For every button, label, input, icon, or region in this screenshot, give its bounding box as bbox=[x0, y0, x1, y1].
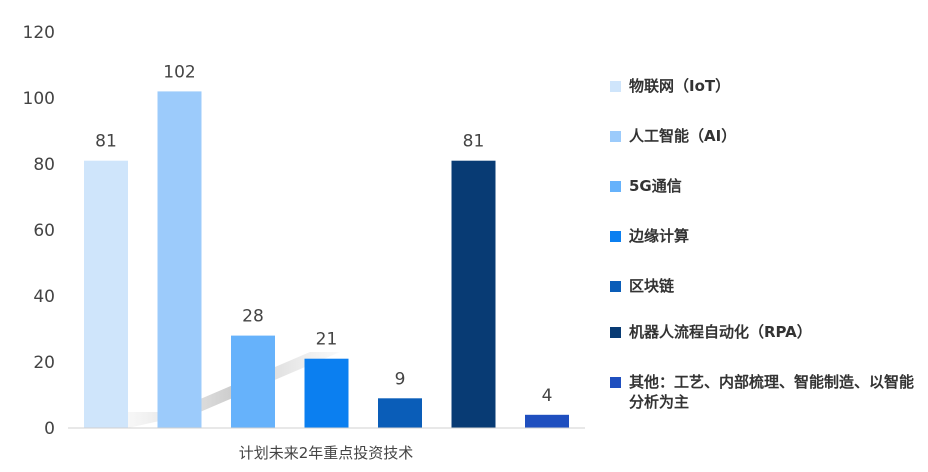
legend-item: 机器人流程自动化（RPA） bbox=[610, 322, 919, 342]
bar-chart: 0 20 40 60 80 100 120 81 102 28 21 9 81 4 计划未来2年重点投资… bbox=[23, 23, 585, 462]
legend-swatch bbox=[610, 231, 621, 242]
legend-label: 其他：工艺、内部梳理、智能制造、以智能分析为主 bbox=[629, 373, 915, 411]
bar bbox=[157, 91, 202, 429]
legend-item: 人工智能（AI） bbox=[610, 126, 919, 146]
data-label: 102 bbox=[163, 62, 195, 82]
legend-label: 5G通信 bbox=[629, 177, 682, 195]
legend-label: 人工智能（AI） bbox=[629, 127, 737, 145]
data-label: 81 bbox=[463, 132, 485, 152]
legend-label: 区块链 bbox=[629, 277, 675, 295]
bar bbox=[231, 335, 275, 428]
legend-item: 边缘计算 bbox=[610, 226, 919, 246]
data-label: 9 bbox=[395, 369, 406, 389]
legend-label: 机器人流程自动化（RPA） bbox=[629, 323, 812, 341]
y-tick-label: 100 bbox=[23, 89, 55, 109]
data-label: 81 bbox=[95, 132, 117, 152]
legend-swatch bbox=[610, 81, 621, 92]
legend-label: 物联网（IoT） bbox=[629, 77, 731, 95]
bar bbox=[378, 398, 422, 428]
legend-swatch bbox=[610, 327, 621, 338]
y-tick-label: 60 bbox=[33, 221, 55, 241]
legend-swatch bbox=[610, 131, 621, 142]
bar bbox=[84, 160, 128, 428]
legend-item: 物联网（IoT） bbox=[610, 76, 919, 96]
legend-swatch bbox=[610, 377, 621, 388]
y-tick-label: 120 bbox=[23, 23, 55, 43]
legend: 物联网（IoT） 人工智能（AI） 5G通信 边缘计算区块链机器人流程自动化（RPA… bbox=[610, 0, 928, 472]
y-tick-label: 0 bbox=[44, 419, 55, 439]
y-tick-label: 20 bbox=[33, 353, 55, 373]
data-label: 21 bbox=[316, 330, 338, 350]
legend-item: 区块链 bbox=[610, 276, 919, 296]
legend-label: 边缘计算 bbox=[629, 227, 690, 245]
legend-swatch bbox=[610, 181, 621, 192]
legend-item: 5G通信 bbox=[610, 176, 919, 196]
bar bbox=[525, 414, 569, 428]
bar bbox=[451, 160, 496, 428]
x-axis-label: 计划未来2年重点投资技术 bbox=[239, 444, 414, 462]
legend-item: 其他：工艺、内部梳理、智能制造、以智能分析为主 bbox=[610, 372, 919, 412]
data-label: 28 bbox=[242, 307, 264, 327]
y-tick-label: 80 bbox=[33, 155, 55, 175]
legend-swatch bbox=[610, 281, 621, 292]
y-tick-label: 40 bbox=[33, 287, 55, 307]
bar bbox=[304, 358, 349, 428]
data-label: 4 bbox=[542, 386, 553, 406]
